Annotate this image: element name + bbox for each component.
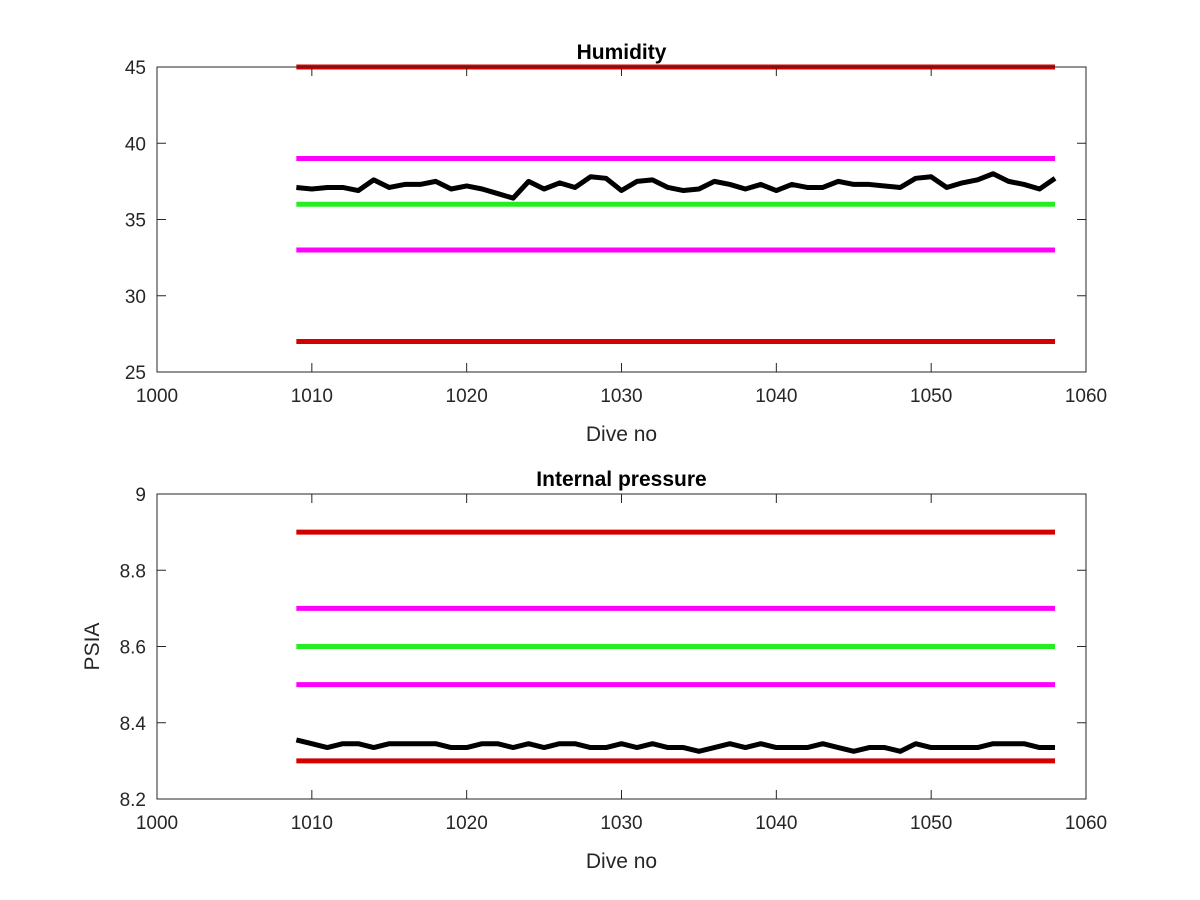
internal-pressure-x-tick-label: 1020 — [446, 813, 488, 834]
internal-pressure-plot-lines — [295, 529, 1056, 764]
internal-pressure-x-tick-label: 1050 — [910, 813, 952, 834]
humidity-x-tick-label: 1000 — [136, 386, 178, 407]
internal-pressure-ticks: 1000 1010 1020 1030 1040 1050 1060 8.2 8.4 8.6 8.8… — [120, 485, 1108, 834]
humidity-measured-series-line — [296, 171, 1057, 201]
humidity-x-tick-label: 1030 — [600, 386, 642, 407]
internal-pressure-x-tick-label: 1000 — [136, 813, 178, 834]
internal-pressure-y-tick-label: 8.2 — [120, 790, 146, 811]
internal-pressure-y-tick-label: 8.4 — [120, 714, 147, 735]
internal-pressure-y-tick-label: 9 — [135, 485, 146, 506]
humidity-x-tick-label: 1060 — [1065, 386, 1107, 407]
internal-pressure-chart: 1000 1010 1020 1030 1040 1050 1060 8.2 8.4 8.6 8.8… — [81, 468, 1107, 873]
internal-pressure-x-tick-label: 1010 — [291, 813, 333, 834]
humidity-y-tick-label: 25 — [125, 363, 146, 384]
humidity-chart: 1000 1010 1020 1030 1040 1050 1060 25 30 35 40 45 H… — [125, 41, 1107, 446]
humidity-x-axis-label: Dive no — [586, 423, 657, 446]
humidity-y-tick-label: 30 — [125, 287, 146, 308]
humidity-x-tick-label: 1040 — [755, 386, 797, 407]
internal-pressure-y-axis-label: PSIA — [81, 623, 104, 671]
humidity-x-tick-label: 1050 — [910, 386, 952, 407]
humidity-x-tick-label: 1010 — [291, 386, 333, 407]
humidity-y-tick-label: 45 — [125, 58, 146, 79]
internal-pressure-x-tick-label: 1030 — [600, 813, 642, 834]
humidity-y-tick-label: 40 — [125, 134, 146, 155]
internal-pressure-measured-series-line — [295, 737, 1056, 754]
humidity-y-tick-label: 35 — [125, 211, 146, 232]
humidity-chart-title: Humidity — [577, 41, 667, 64]
internal-pressure-y-tick-label: 8.6 — [120, 638, 146, 659]
internal-pressure-x-tick-label: 1060 — [1065, 813, 1107, 834]
humidity-x-tick-label: 1020 — [446, 386, 488, 407]
internal-pressure-x-tick-label: 1040 — [755, 813, 797, 834]
internal-pressure-chart-title: Internal pressure — [536, 468, 706, 491]
humidity-ticks: 1000 1010 1020 1030 1040 1050 1060 25 30 35 40 45 — [125, 58, 1107, 407]
internal-pressure-x-axis-label: Dive no — [586, 850, 657, 873]
internal-pressure-y-tick-label: 8.8 — [120, 561, 146, 582]
